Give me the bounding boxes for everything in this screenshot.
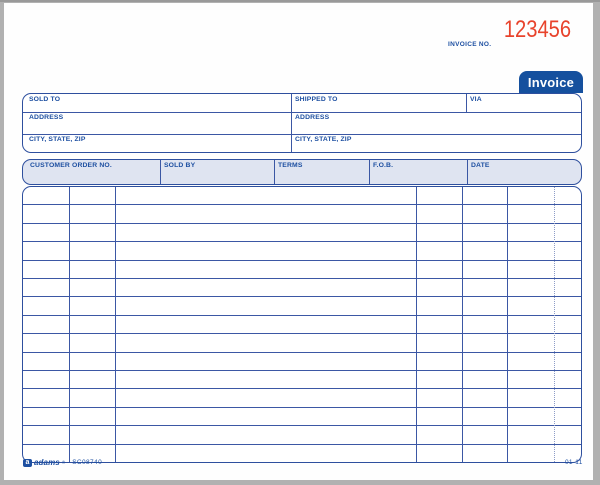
address-label-right: ADDRESS — [295, 114, 330, 121]
line-item-row — [23, 205, 581, 224]
adams-logo-icon: a — [23, 458, 32, 467]
invoice-no-label: INVOICE NO. — [448, 41, 492, 48]
line-item-row — [23, 316, 581, 335]
column-divider — [462, 187, 463, 462]
line-item-row — [23, 389, 581, 408]
product-code: SC08740 — [72, 459, 103, 466]
revision-code: 01-11 — [565, 459, 583, 466]
column-divider — [507, 187, 508, 462]
column-divider — [115, 187, 116, 462]
line-item-row — [23, 334, 581, 353]
registered-mark: ® — [61, 460, 66, 465]
address-block: SOLD TO SHIPPED TO VIA ADDRESS ADDRESS C… — [22, 93, 582, 153]
city-state-zip-label-left: CITY, STATE, ZIP — [29, 136, 86, 143]
row-divider — [23, 134, 581, 135]
line-item-row — [23, 187, 581, 206]
invoice-number-stamp: 123456 — [503, 16, 571, 43]
column-divider — [291, 94, 292, 152]
line-item-row — [23, 261, 581, 280]
line-item-row — [23, 426, 581, 445]
cents-divider — [554, 187, 555, 462]
order-info-strip: CUSTOMER ORDER NO. SOLD BY TERMS F.O.B. … — [22, 159, 582, 185]
date-label: DATE — [471, 162, 490, 169]
column-divider — [416, 187, 417, 462]
line-item-row — [23, 353, 581, 372]
city-state-zip-label-right: CITY, STATE, ZIP — [295, 136, 352, 143]
line-item-row — [23, 408, 581, 427]
line-item-row — [23, 242, 581, 261]
terms-label: TERMS — [278, 162, 303, 169]
customer-order-no-label: CUSTOMER ORDER NO. — [30, 162, 112, 169]
via-label: VIA — [470, 96, 482, 103]
via-column-divider — [466, 94, 467, 112]
column-divider — [160, 160, 161, 184]
address-label-left: ADDRESS — [29, 114, 64, 121]
line-item-row — [23, 371, 581, 390]
fob-label: F.O.B. — [373, 162, 394, 169]
sold-by-label: SOLD BY — [164, 162, 196, 169]
brand-name: adams — [34, 458, 60, 467]
column-divider — [467, 160, 468, 184]
invoice-page: INVOICE NO. 123456 Invoice SOLD TO SHIPP… — [4, 3, 593, 480]
shipped-to-label: SHIPPED TO — [295, 96, 338, 103]
invoice-type-badge: Invoice — [519, 71, 583, 93]
line-item-row — [23, 445, 581, 462]
line-item-row — [23, 224, 581, 243]
column-divider — [69, 187, 70, 462]
line-items-table — [22, 186, 582, 463]
row-divider — [23, 112, 581, 113]
column-divider — [274, 160, 275, 184]
footer-brand-block: a adams ® SC08740 — [23, 458, 102, 467]
column-divider — [369, 160, 370, 184]
line-item-row — [23, 279, 581, 298]
sold-to-label: SOLD TO — [29, 96, 61, 103]
line-item-row — [23, 297, 581, 316]
line-items-grid-rows — [23, 187, 581, 462]
